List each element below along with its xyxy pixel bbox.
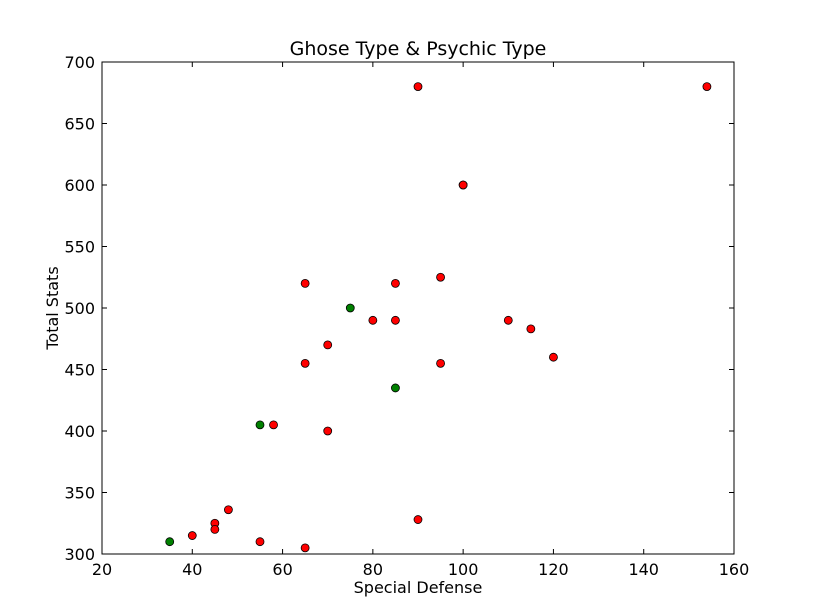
data-point bbox=[255, 420, 265, 430]
data-point bbox=[436, 358, 445, 368]
y-tick-label: 350 bbox=[64, 484, 95, 503]
y-axis-label: Total Stats bbox=[43, 266, 62, 350]
data-point bbox=[413, 515, 423, 524]
x-tick-label: 100 bbox=[448, 560, 479, 579]
x-tick-label: 60 bbox=[272, 560, 292, 579]
data-point bbox=[702, 82, 712, 91]
x-tick-label: 40 bbox=[182, 560, 202, 579]
y-tick-label: 500 bbox=[64, 299, 95, 318]
data-point bbox=[300, 278, 310, 288]
x-tick-label: 160 bbox=[719, 560, 750, 579]
data-point bbox=[391, 315, 400, 325]
data-point bbox=[391, 383, 400, 393]
data-point bbox=[323, 426, 333, 436]
data-point bbox=[269, 420, 278, 430]
data-point bbox=[300, 543, 310, 553]
plot-area: 20 40 60 80 100 120 140 160 300 350 400 450 500 550 60… bbox=[64, 53, 749, 579]
x-tick-label: 120 bbox=[538, 560, 569, 579]
data-point bbox=[187, 531, 197, 540]
x-tick-label: 80 bbox=[363, 560, 383, 579]
data-point bbox=[300, 358, 310, 368]
data-point bbox=[165, 537, 175, 547]
data-point bbox=[223, 505, 233, 515]
data-point bbox=[436, 272, 445, 282]
x-axis-label: Special Defense bbox=[354, 578, 483, 597]
data-point bbox=[549, 352, 558, 362]
y-tick-label: 600 bbox=[64, 176, 95, 195]
y-tick-label: 450 bbox=[64, 361, 95, 380]
data-point bbox=[255, 537, 265, 547]
x-tick-label: 140 bbox=[628, 560, 659, 579]
chart-title: Ghose Type & Psychic Type bbox=[290, 38, 547, 60]
plot-frame bbox=[101, 61, 735, 555]
data-point bbox=[210, 525, 220, 534]
data-point bbox=[323, 340, 333, 350]
data-point bbox=[345, 303, 355, 313]
y-tick-label: 400 bbox=[64, 422, 95, 441]
data-point bbox=[458, 180, 468, 190]
data-point bbox=[526, 324, 536, 334]
y-tick-label: 650 bbox=[64, 115, 95, 134]
y-tick-label: 300 bbox=[64, 545, 95, 564]
data-point bbox=[391, 278, 400, 288]
data-point bbox=[368, 315, 378, 325]
data-point bbox=[503, 315, 513, 325]
data-point bbox=[413, 82, 423, 91]
x-tick-label: 20 bbox=[92, 560, 112, 579]
y-tick-label: 700 bbox=[64, 53, 95, 72]
y-tick-label: 550 bbox=[64, 238, 95, 257]
